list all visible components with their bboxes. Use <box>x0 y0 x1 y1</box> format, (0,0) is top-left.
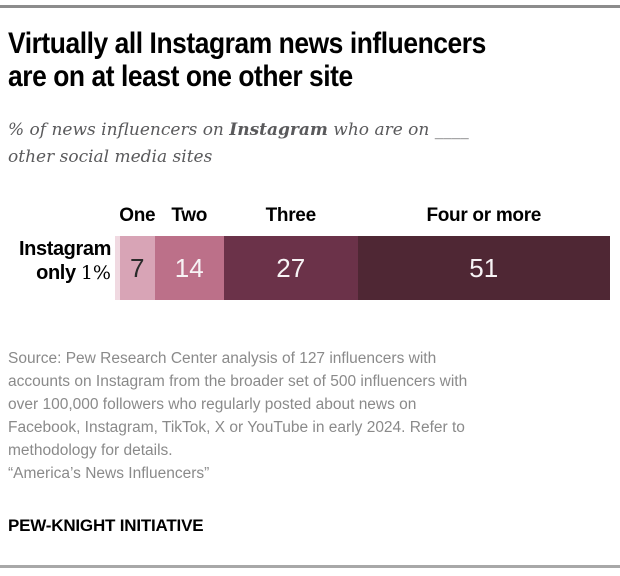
source-line: Facebook, Instagram, TikTok, X or YouTub… <box>8 419 465 436</box>
bar-value-label: 51 <box>469 253 499 283</box>
bottom-divider-rule <box>0 565 620 568</box>
chart-title-line2: are on at least one other site <box>8 60 353 93</box>
row-label-line1: Instagram <box>19 238 111 260</box>
subtitle-blank: ____ <box>434 120 469 140</box>
bar-segment-instagram-only <box>115 236 120 300</box>
chart-title: Virtually all Instagram news influencers… <box>8 27 606 93</box>
row-label-value: 1% <box>80 262 111 284</box>
bar-header-three: Three <box>265 205 317 226</box>
bar-header-two: Two <box>171 205 208 226</box>
top-divider-rule <box>0 5 620 8</box>
bar-value-label: 27 <box>276 253 306 283</box>
bar-segment-three: 27 <box>223 236 358 300</box>
source-line: methodology for details. <box>8 442 173 459</box>
bar-header-one: One <box>119 205 156 226</box>
bar-value-label: 7 <box>130 253 145 283</box>
stacked-bar-chart: One Two Three Four or more Instagram only 1… <box>0 200 620 310</box>
bar-row-label: Instagram only 1% <box>0 237 111 285</box>
bar-segment-four-or-more: 51 <box>357 236 610 300</box>
subtitle-suffix: who are on <box>327 120 435 140</box>
chart-subtitle: % of news influencers on Instagram who a… <box>8 117 608 171</box>
chart-title-line1: Virtually all Instagram news influencers <box>8 27 486 60</box>
bar-value-label: 14 <box>174 253 204 283</box>
source-line: accounts on Instagram from the broader s… <box>8 373 468 390</box>
footer-initiative: PEW-KNIGHT INITIATIVE <box>8 516 204 535</box>
source-note: Source: Pew Research Center analysis of … <box>8 347 620 485</box>
source-line: Source: Pew Research Center analysis of … <box>8 350 437 367</box>
source-line: over 100,000 followers who regularly pos… <box>8 396 417 413</box>
subtitle-prefix: % of news influencers on <box>8 120 230 140</box>
subtitle-line2: other social media sites <box>8 147 213 167</box>
report-title-line: “America’s News Influencers” <box>8 465 210 482</box>
subtitle-platform-name: Instagram <box>229 120 328 140</box>
bar-segment-two: 14 <box>154 236 224 300</box>
row-label-line2-bold: only <box>36 262 76 284</box>
stacked-bar: 7 14 27 51 <box>115 236 610 300</box>
bar-segment-one: 7 <box>119 236 155 300</box>
bar-header-four-or-more: Four or more <box>426 205 542 226</box>
